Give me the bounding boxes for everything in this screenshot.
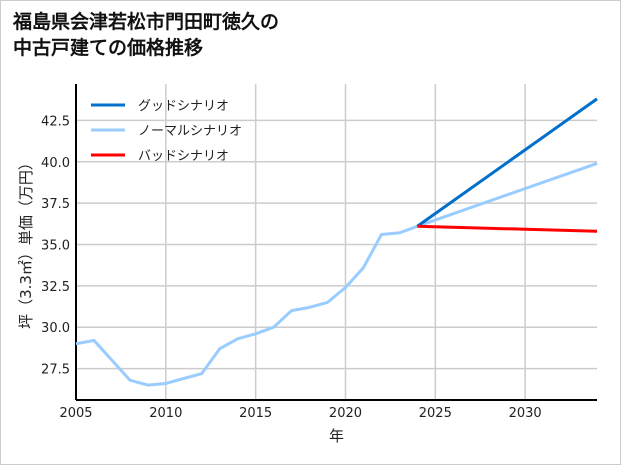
legend-label: ノーマルシナリオ — [138, 124, 242, 139]
y-tick-label: 37.5 — [41, 197, 70, 212]
series-line-0 — [416, 97, 598, 228]
y-axis-label: 坪（3.3㎡）単価（万円） — [17, 155, 35, 329]
x-axis-label: 年 — [329, 427, 344, 445]
legend-label: グッドシナリオ — [138, 99, 229, 114]
y-tick-label: 30.0 — [41, 321, 70, 336]
series-line-2 — [417, 224, 598, 233]
x-tick-label: 2010 — [149, 406, 182, 421]
x-tick-label: 2015 — [239, 406, 272, 421]
x-tick-label: 2030 — [509, 406, 542, 421]
x-tick-label: 2020 — [329, 406, 362, 421]
y-tick-label: 32.5 — [41, 280, 70, 295]
y-tick-label: 27.5 — [41, 363, 70, 378]
y-tick-label: 42.5 — [41, 114, 70, 129]
title-line-1: 福島県会津若松市門田町徳久の — [13, 11, 280, 33]
chart-title: 福島県会津若松市門田町徳久の 中古戸建ての価格推移 — [13, 9, 279, 61]
x-tick-label: 2005 — [59, 406, 92, 421]
x-tick-label: 2025 — [419, 406, 452, 421]
title-line-2: 中古戸建ての価格推移 — [13, 37, 204, 59]
legend-label: バッドシナリオ — [138, 149, 229, 164]
series-line-1 — [75, 161, 598, 387]
y-tick-label: 35.0 — [41, 238, 70, 253]
y-tick-label: 40.0 — [41, 156, 70, 171]
